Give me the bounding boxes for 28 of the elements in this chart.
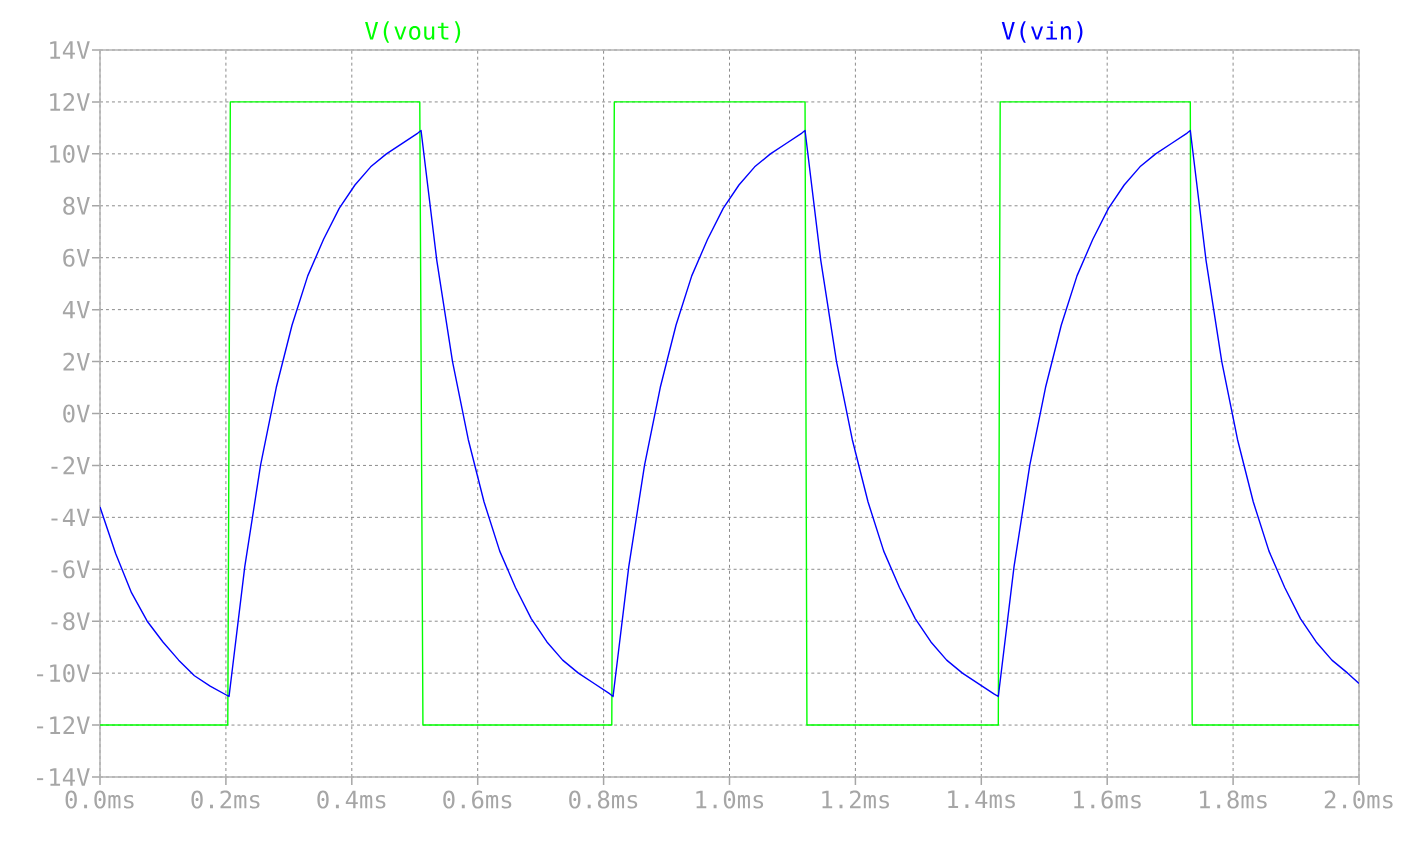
x-tick-label: 1.8ms: [1199, 790, 1267, 809]
y-tick-label: 2V: [63, 352, 90, 371]
y-tick-label: -12V: [37, 716, 90, 734]
y-tick-label: -2V: [51, 456, 90, 475]
x-tick-label: 0.8ms: [569, 790, 638, 809]
x-tick-label: 0.0ms: [65, 790, 134, 809]
x-tick-label: 1.0ms: [696, 790, 764, 809]
y-tick-label: 12V: [50, 93, 90, 111]
y-tick-label: 6V: [63, 248, 90, 267]
y-tick-label: -10V: [37, 664, 90, 683]
x-tick-label: 0.4ms: [317, 790, 386, 809]
x-tick-label: 0.6ms: [443, 790, 512, 809]
y-tick-label: -14V: [37, 768, 90, 786]
x-tick-label: 1.2ms: [822, 790, 889, 809]
text: V(vout): [365, 21, 461, 43]
y-tick-label: 4V: [62, 300, 90, 319]
text: V(vin): [1001, 21, 1083, 43]
x-tick-label: 1.4ms: [948, 790, 1015, 809]
y-tick-label: 10V: [50, 144, 90, 163]
y-tick-label: 14V: [50, 41, 90, 59]
y-tick-label: -6V: [51, 560, 90, 579]
x-tick-label: 0.2ms: [191, 790, 260, 809]
y-tick-label: -8V: [51, 612, 90, 631]
x-tick-label: 2.0ms: [1324, 790, 1393, 809]
y-tick-label: -4V: [51, 508, 90, 527]
x-tick-label: 1.6ms: [1074, 790, 1141, 809]
y-tick-label: 8V: [63, 196, 90, 215]
y-tick-label: 0V: [63, 404, 90, 423]
